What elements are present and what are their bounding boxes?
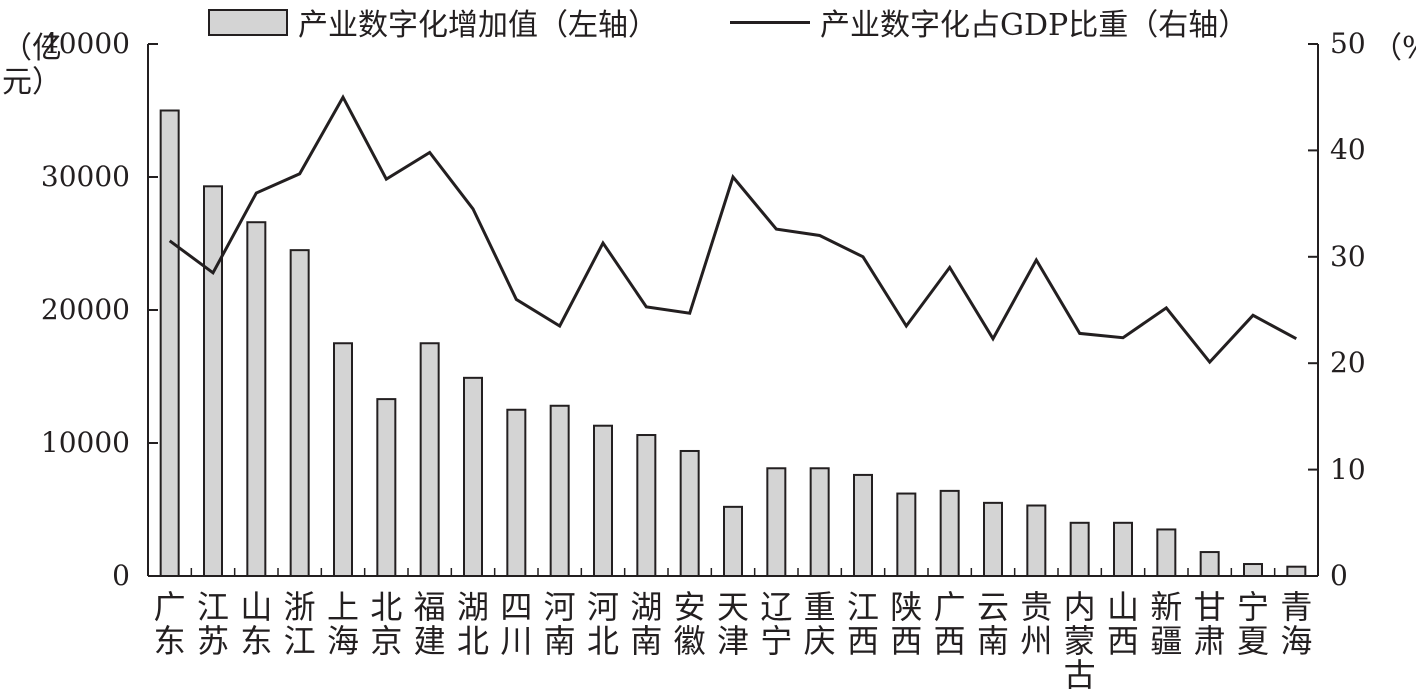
bar-江西: [853, 473, 873, 578]
share-line: [168, 94, 1298, 365]
bar-山西: [1113, 521, 1133, 577]
category-label: 甘肃: [1193, 588, 1226, 660]
bar-上海: [333, 342, 353, 577]
category-label: 青海: [1280, 588, 1313, 660]
bar-内蒙古: [1069, 521, 1090, 577]
category-label: 重庆: [803, 588, 836, 660]
left-tick-label: 40000: [40, 27, 130, 60]
category-label: 湖北: [456, 588, 489, 660]
bar-江苏: [203, 185, 223, 577]
legend-line-swatch: [730, 20, 810, 24]
category-label: 内蒙古: [1063, 588, 1096, 694]
category-label: 贵州: [1020, 588, 1053, 660]
category-label: 山西: [1106, 588, 1139, 660]
left-tick-label: 30000: [40, 160, 130, 193]
legend-line-entry: 产业数字化占GDP比重（右轴）: [730, 2, 1249, 43]
category-label: 江苏: [196, 588, 229, 660]
category-label: 北京: [370, 588, 403, 660]
left-tick-label: 20000: [40, 293, 130, 326]
right-tick-label: 0: [1330, 559, 1348, 592]
legend-bar-swatch: [208, 8, 288, 36]
bar-湖北: [463, 376, 483, 577]
category-label: 河南: [543, 588, 576, 660]
bar-安徽: [679, 449, 700, 578]
legend-bar-label: 产业数字化增加值（左轴）: [298, 8, 658, 43]
bar-天津: [723, 505, 743, 577]
bar-甘肃: [1199, 551, 1220, 577]
category-label: 辽宁: [760, 588, 793, 660]
category-label: 四川: [500, 588, 533, 660]
bar-河北: [593, 424, 613, 577]
bar-福建: [419, 342, 440, 577]
bar-贵州: [1026, 504, 1047, 578]
category-label: 新疆: [1150, 588, 1183, 660]
legend-line-label: 产业数字化占GDP比重（右轴）: [820, 8, 1249, 43]
bar-北京: [376, 398, 397, 577]
bar-新疆: [1156, 528, 1177, 578]
category-label: 广东: [153, 588, 186, 660]
category-label: 河北: [586, 588, 619, 660]
category-label: 上海: [326, 588, 359, 660]
bar-山东: [246, 221, 267, 577]
left-tick-label: 10000: [40, 426, 130, 459]
category-label: 天津: [716, 588, 749, 660]
right-tick-label: 20: [1330, 346, 1366, 380]
right-tick-label: 50: [1330, 27, 1366, 60]
bar-青海: [1286, 565, 1307, 578]
category-label: 福建: [413, 588, 446, 660]
right-tick-label: 40: [1330, 133, 1366, 167]
bar-陕西: [896, 492, 917, 578]
category-label: 宁夏: [1236, 588, 1269, 660]
bar-浙江: [289, 249, 310, 577]
legend-bar-entry: 产业数字化增加值（左轴）: [208, 2, 658, 43]
bar-广东: [159, 109, 180, 577]
bar-重庆: [809, 467, 830, 577]
category-label: 安徽: [673, 588, 706, 660]
bar-辽宁: [766, 467, 787, 577]
left-tick-label: 0: [112, 559, 130, 592]
bar-广西: [939, 489, 960, 578]
category-label: 江西: [846, 588, 879, 660]
category-label: 浙江: [283, 588, 316, 660]
category-label: 陕西: [890, 588, 923, 660]
right-tick-label: 10: [1330, 452, 1366, 486]
category-label: 湖南: [630, 588, 663, 660]
category-label: 广西: [933, 588, 966, 660]
category-label: 山东: [240, 588, 273, 660]
bar-河南: [549, 404, 570, 578]
right-tick-label: 30: [1330, 239, 1366, 273]
bar-湖南: [636, 434, 657, 577]
category-label: 云南: [976, 588, 1009, 660]
bar-宁夏: [1243, 563, 1263, 578]
bar-云南: [983, 501, 1003, 578]
bar-四川: [506, 408, 527, 577]
